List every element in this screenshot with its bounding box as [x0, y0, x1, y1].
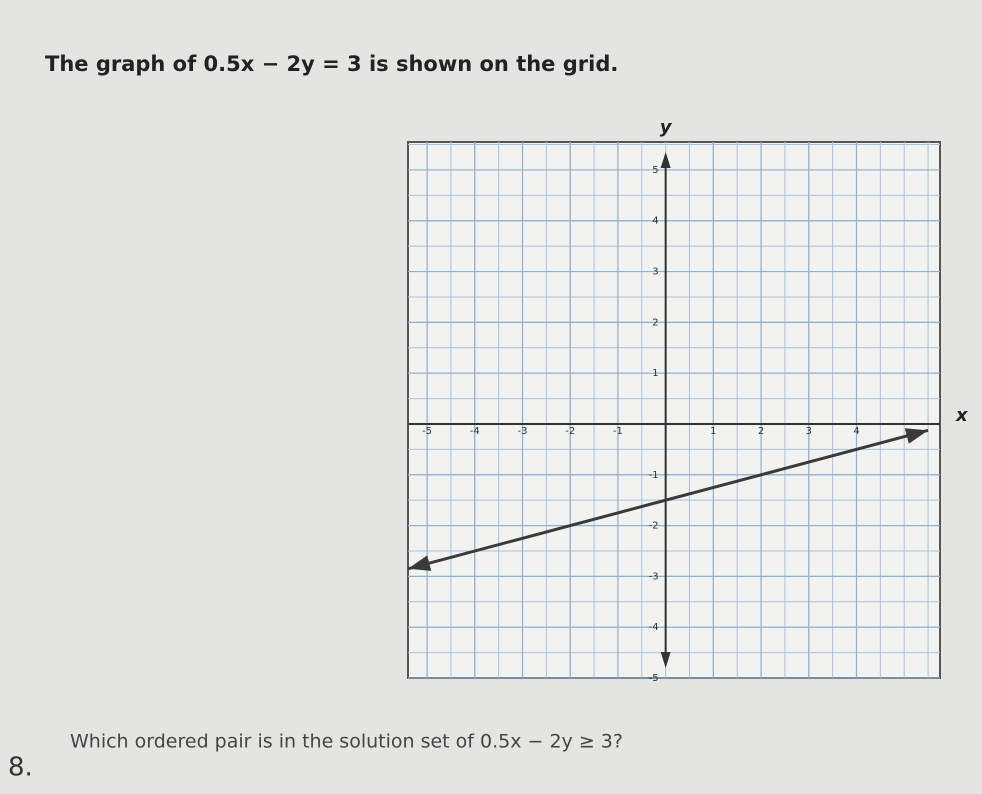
y-tick-label: 4	[652, 216, 658, 227]
y-tick-label: 5	[652, 165, 658, 176]
x-tick-label: 3	[806, 426, 812, 437]
x-tick-label: 1	[710, 426, 716, 437]
x-tick-label: -1	[613, 426, 623, 437]
grid-box	[407, 141, 941, 679]
line-arrow	[904, 428, 929, 444]
question-text: Which ordered pair is in the solution se…	[70, 731, 623, 753]
x-tick-label: -4	[470, 426, 480, 437]
axis-arrow	[660, 152, 671, 168]
x-tick-label: -3	[518, 426, 528, 437]
y-tick-label: -1	[649, 470, 659, 481]
y-tick-label: 2	[652, 317, 658, 328]
y-tick-label: 1	[652, 368, 658, 379]
plot: x y -5 -4 -3 -2 -1 1 2 3 4 -5 -4 -3 -2 -1 1 2 3 4 5	[407, 117, 969, 684]
x-tick-label: -2	[565, 426, 575, 437]
x-tick-label: 4	[853, 426, 859, 437]
y-tick-label: -5	[649, 673, 659, 684]
y-tick-label: -4	[649, 622, 659, 633]
x-tick-label: 2	[758, 426, 764, 437]
y-axis-label: y	[660, 117, 673, 138]
question-number: 8.	[8, 753, 33, 783]
y-tick-label: -3	[649, 571, 659, 582]
title: The graph of 0.5x − 2y = 3 is shown on t…	[45, 52, 618, 76]
y-tick-label: -2	[649, 521, 659, 532]
line	[407, 428, 929, 571]
x-axis-label: x	[955, 405, 969, 426]
axis-arrow	[660, 652, 671, 668]
line-arrow	[408, 555, 432, 571]
y-tick-label: 3	[652, 267, 658, 278]
x-tick-label: -5	[422, 426, 432, 437]
